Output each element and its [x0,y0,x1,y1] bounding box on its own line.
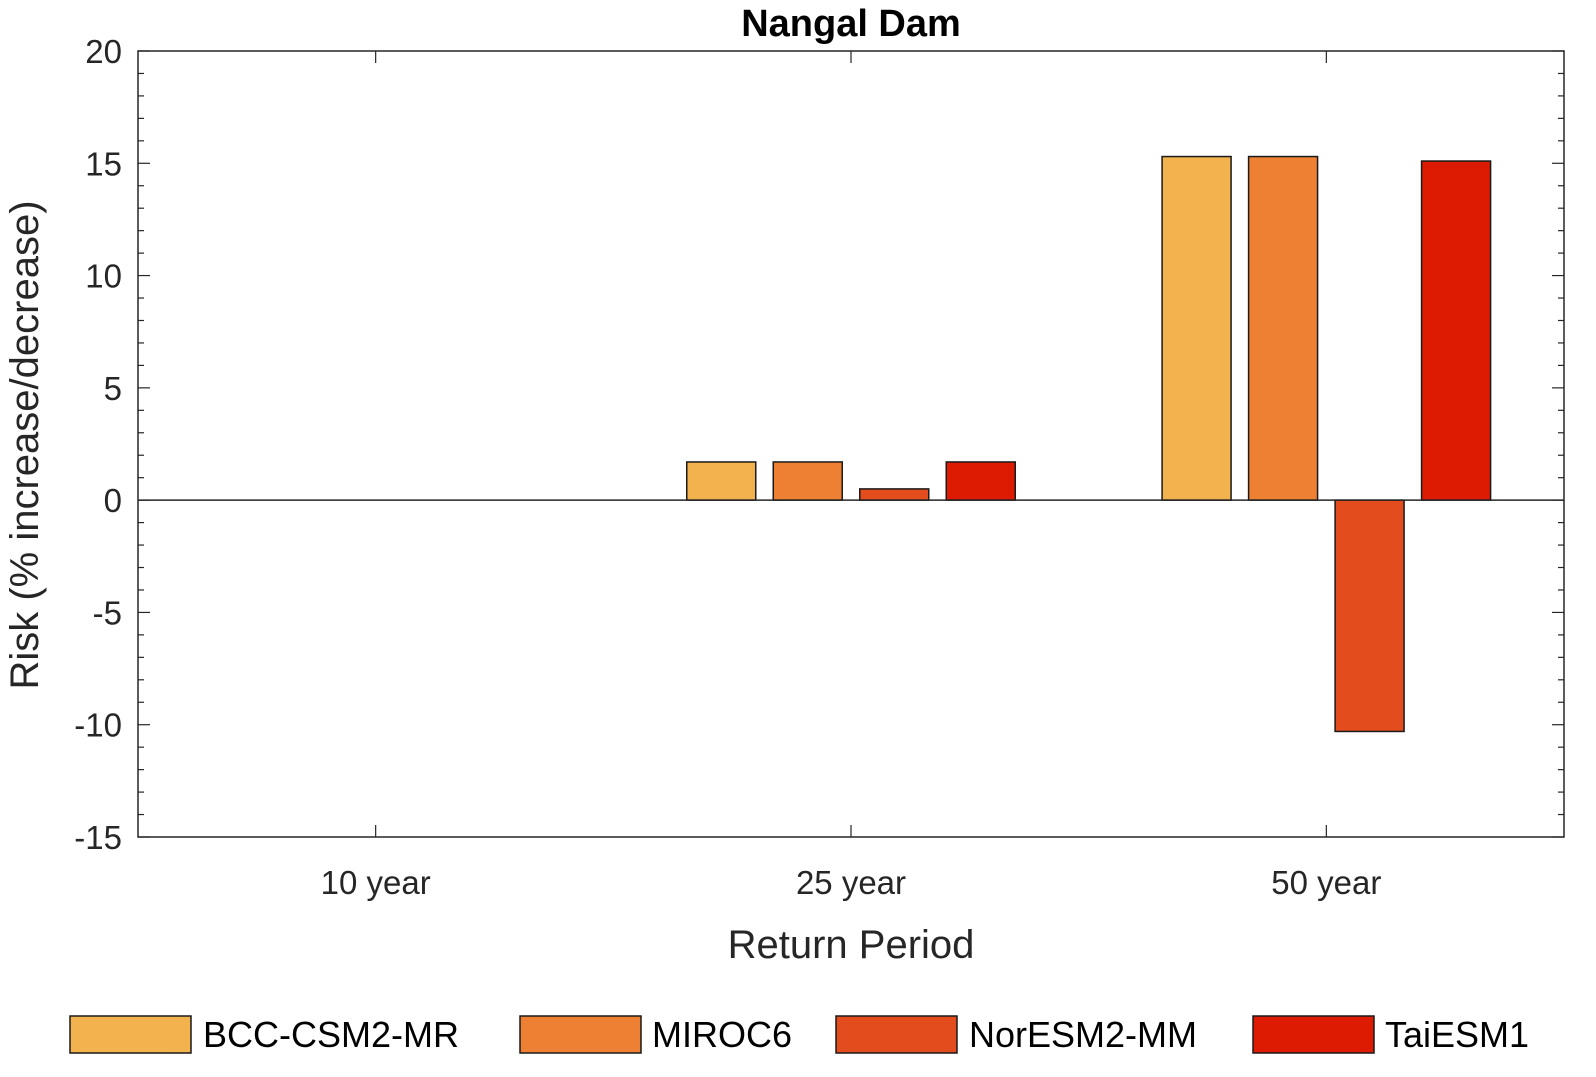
x-tick-label: 50 year [1271,864,1381,901]
y-tick-label: 15 [85,145,122,182]
y-tick-label: 20 [85,33,122,70]
y-tick-label: 10 [85,258,122,295]
legend-label: MIROC6 [652,1014,792,1055]
bar-miroc6-25-year [772,461,843,501]
y-tick-label: -5 [93,594,122,631]
bar-taiesm1-25-year [945,461,1016,501]
legend-swatch [1252,1015,1375,1054]
chart-title: Nangal Dam [741,3,961,45]
y-tick-label: 5 [104,370,122,407]
bar-bcc-csm2-mr-25-year [686,461,757,501]
bar-noresm2-mm-50-year [1334,499,1405,733]
legend-label: BCC-CSM2-MR [203,1014,459,1055]
legend: BCC-CSM2-MR MIROC6 NorESM2-MM TaiESM1 [69,1014,1529,1055]
plot-area: -15 -10 -5 0 5 10 15 20 10 year 25 year 50 year [74,33,1565,901]
legend-swatch [519,1015,642,1054]
legend-label: TaiESM1 [1385,1014,1529,1055]
legend-swatch [69,1015,192,1054]
bar-taiesm1-50-year [1420,160,1492,501]
y-tick-label: -15 [74,819,122,856]
bar-miroc6-50-year [1247,155,1319,501]
x-tick-label: 10 year [321,864,431,901]
y-tick-label: 0 [104,482,122,519]
y-tick-label: -10 [74,707,122,744]
x-tick-label: 25 year [796,864,906,901]
y-axis-title: Risk (% increase/decrease) [3,200,47,689]
legend-label: NorESM2-MM [969,1014,1197,1055]
bar-bcc-csm2-mr-50-year [1161,155,1232,501]
bar-noresm2-mm-25-year [859,488,930,501]
x-axis-title: Return Period [728,923,975,967]
legend-swatch [835,1015,958,1054]
